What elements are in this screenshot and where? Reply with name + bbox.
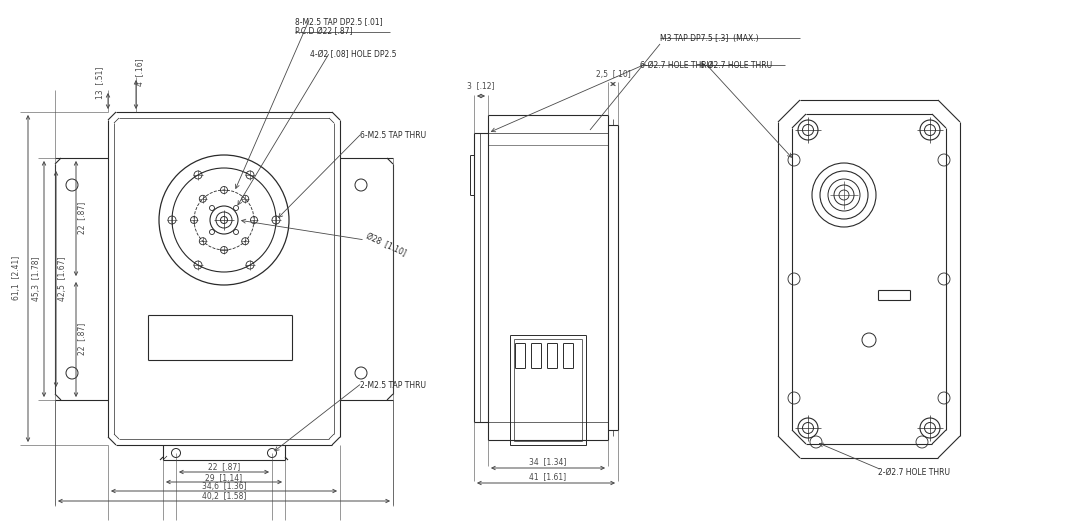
Text: 41  [1.61]: 41 [1.61] (529, 473, 566, 481)
Text: 4-Ø2 [.08] HOLE DP2.5: 4-Ø2 [.08] HOLE DP2.5 (310, 50, 396, 59)
Text: 13  [.51]: 13 [.51] (96, 67, 105, 99)
Text: 29  [1.14]: 29 [1.14] (206, 473, 243, 482)
Text: 6-Ø2.7 HOLE THRU: 6-Ø2.7 HOLE THRU (700, 60, 772, 69)
Text: 34  [1.34]: 34 [1.34] (529, 457, 566, 466)
Text: 22  [.87]: 22 [.87] (208, 463, 241, 472)
Text: 45,3  [1.78]: 45,3 [1.78] (32, 257, 40, 301)
Text: 42,5  [1.67]: 42,5 [1.67] (58, 257, 66, 301)
Text: 6-M2.5 TAP THRU: 6-M2.5 TAP THRU (360, 130, 426, 139)
Text: 6-Ø2.7 HOLE THRU: 6-Ø2.7 HOLE THRU (640, 60, 712, 69)
Text: 61,1  [2.41]: 61,1 [2.41] (12, 256, 21, 300)
Text: 34,6  [1.36]: 34,6 [1.36] (201, 482, 246, 491)
Text: 22  [.87]: 22 [.87] (77, 323, 86, 355)
Text: P.C.D Ø22 [.87]: P.C.D Ø22 [.87] (295, 28, 353, 37)
Text: 40,2  [1.58]: 40,2 [1.58] (201, 492, 246, 501)
Text: Ø28  [1.10]: Ø28 [1.10] (365, 232, 407, 258)
Text: 22  [.87]: 22 [.87] (77, 202, 86, 234)
Text: 8-M2.5 TAP DP2.5 [.01]: 8-M2.5 TAP DP2.5 [.01] (295, 17, 382, 26)
Text: 2,5  [.10]: 2,5 [.10] (596, 69, 631, 78)
Text: M3 TAP DP7.5 [.3]  (MAX.): M3 TAP DP7.5 [.3] (MAX.) (660, 33, 759, 42)
Text: 4  [.16]: 4 [.16] (135, 58, 145, 86)
Text: 2-M2.5 TAP THRU: 2-M2.5 TAP THRU (360, 381, 426, 390)
Text: 2-Ø2.7 HOLE THRU: 2-Ø2.7 HOLE THRU (878, 467, 950, 476)
Text: 3  [.12]: 3 [.12] (467, 82, 494, 91)
